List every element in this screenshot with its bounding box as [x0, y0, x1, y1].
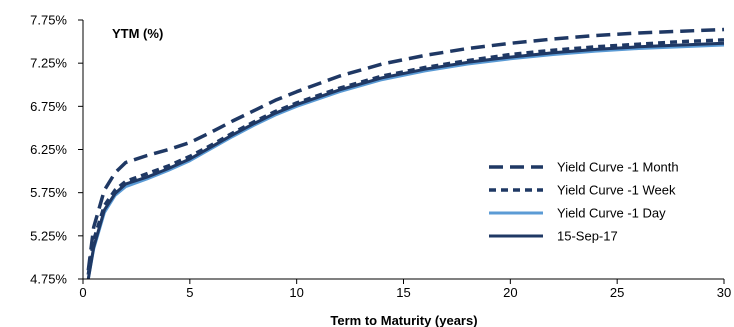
legend: Yield Curve -1 Month Yield Curve -1 Week Y…	[489, 160, 679, 244]
x-tick-label: 15	[396, 285, 410, 300]
y-tick-label: 7.75%	[30, 13, 67, 28]
legend-label: Yield Curve -1 Week	[557, 183, 676, 198]
y-tick-label: 7.25%	[30, 56, 67, 71]
y-axis-ticks: 4.75% 5.25% 5.75% 6.25% 6.75% 7.25% 7.75%	[30, 13, 83, 287]
x-tick-label: 10	[289, 285, 303, 300]
x-tick-label: 25	[610, 285, 624, 300]
y-tick-label: 4.75%	[30, 272, 67, 287]
x-axis-ticks: 0 5 10 15 20 25 30	[79, 279, 731, 300]
x-tick-label: 20	[503, 285, 517, 300]
series-line-4	[86, 41, 725, 280]
y-tick-label: 6.25%	[30, 142, 67, 157]
y-tick-label: 5.75%	[30, 185, 67, 200]
y-tick-label: 5.25%	[30, 228, 67, 243]
legend-label: Yield Curve -1 Day	[557, 206, 666, 221]
series-line-3	[86, 43, 725, 280]
legend-label: 15-Sep-17	[557, 229, 618, 244]
y-axis-title: YTM (%)	[112, 26, 163, 41]
series-line-1	[86, 27, 725, 271]
legend-label: Yield Curve -1 Month	[557, 160, 679, 175]
y-tick-label: 6.75%	[30, 99, 67, 114]
x-tick-label: 0	[79, 285, 86, 300]
plot-lines	[86, 27, 725, 280]
x-tick-label: 30	[717, 285, 731, 300]
x-tick-label: 5	[186, 285, 193, 300]
x-axis-title: Term to Maturity (years)	[330, 313, 477, 327]
series-line-2	[86, 38, 725, 275]
